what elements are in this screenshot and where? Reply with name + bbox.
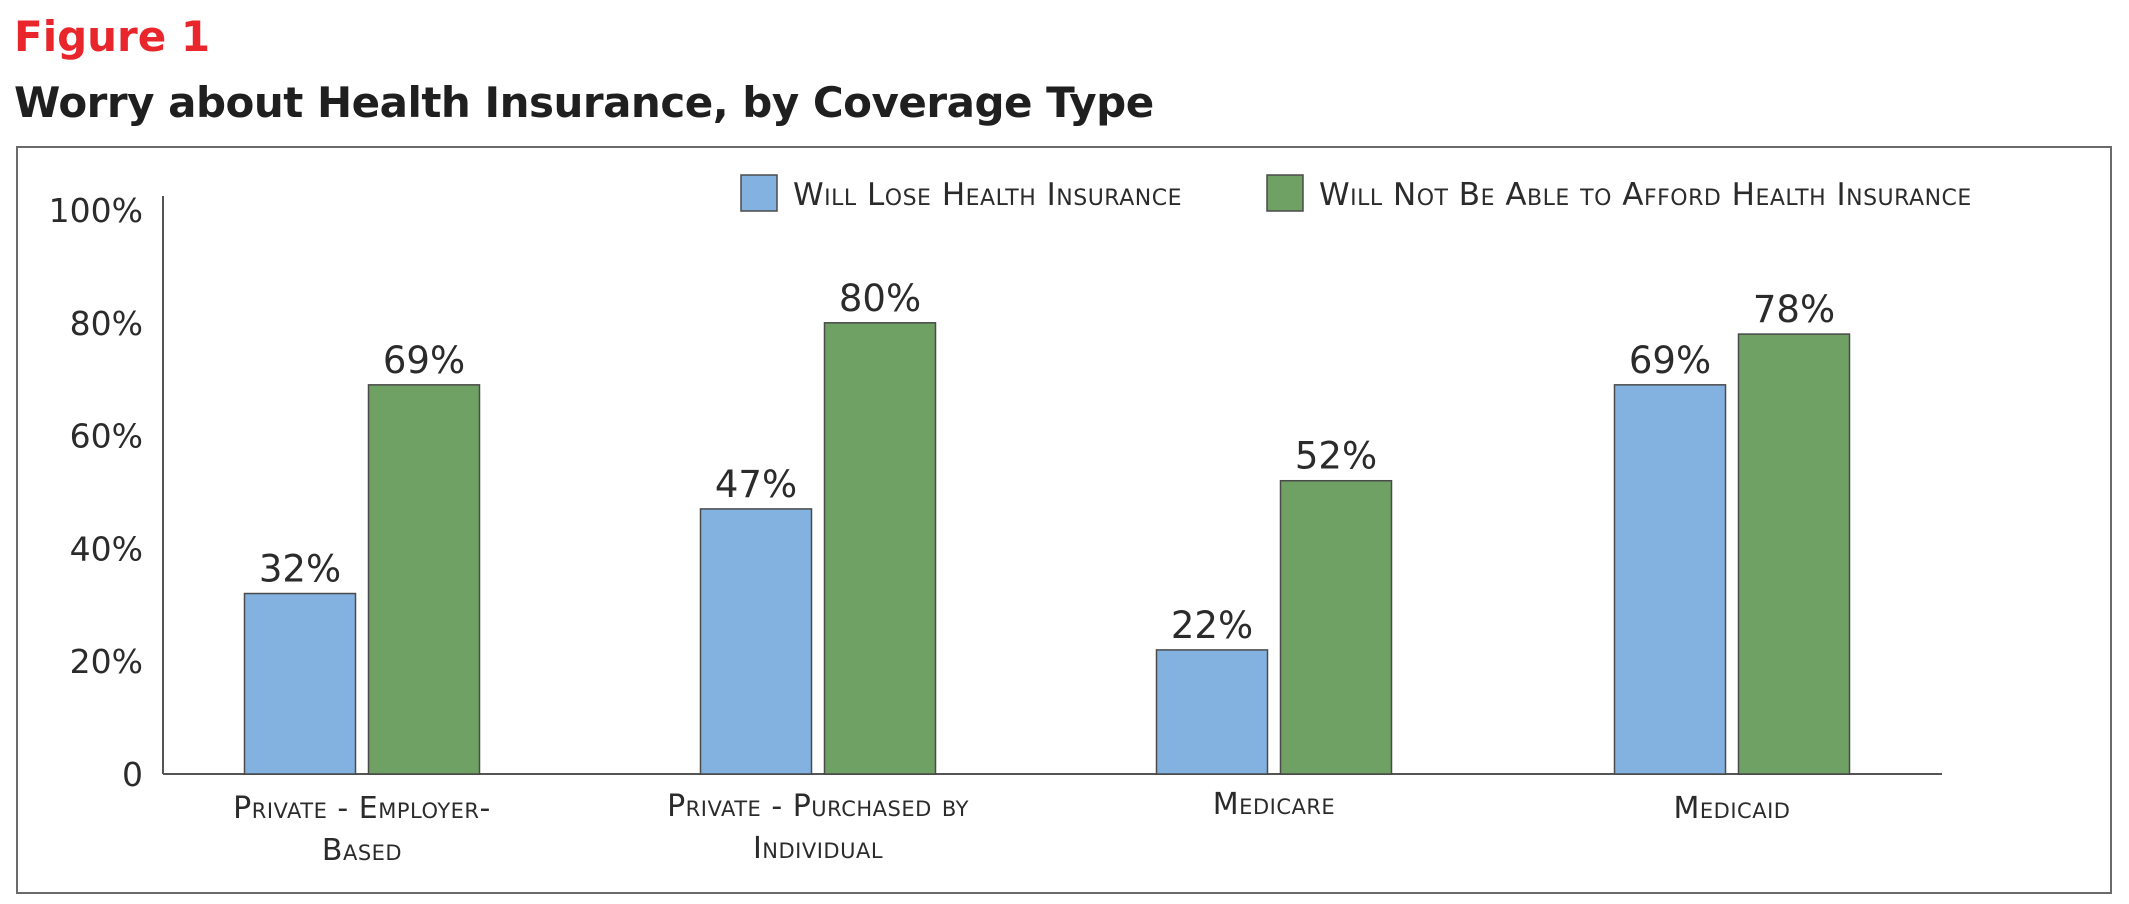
- data-label: 80%: [839, 277, 921, 320]
- data-label: 47%: [715, 463, 797, 506]
- y-tick-label: 0: [122, 755, 143, 794]
- data-label: 78%: [1753, 288, 1835, 331]
- x-category-label: Based: [322, 833, 402, 868]
- legend-swatch: [740, 174, 778, 212]
- y-tick-label: 60%: [70, 417, 143, 456]
- data-label: 32%: [259, 548, 341, 591]
- bar: [243, 592, 357, 775]
- data-label: 22%: [1171, 604, 1253, 647]
- x-category-label: Individual: [753, 831, 883, 866]
- x-category-label: Medicaid: [1674, 791, 1791, 826]
- legend-label: Will Not Be Able to Afford Health Insura…: [1319, 177, 1972, 213]
- bar: [823, 322, 937, 775]
- x-category-label: Private - Purchased by: [667, 789, 969, 824]
- bar: [1155, 649, 1269, 775]
- y-tick-label: 40%: [70, 529, 143, 568]
- legend-swatch: [1266, 174, 1304, 212]
- bar: [1279, 479, 1393, 775]
- figure-label: Figure 1: [14, 12, 211, 61]
- x-category-label: Private - Employer-: [233, 791, 491, 826]
- legend-label: Will Lose Health Insurance: [793, 177, 1182, 213]
- data-label: 69%: [1629, 339, 1711, 382]
- x-category-label: Medicare: [1213, 787, 1335, 822]
- figure-title: Worry about Health Insurance, by Coverag…: [14, 78, 1154, 127]
- y-tick-label: 100%: [49, 191, 143, 230]
- bar: [1737, 333, 1851, 775]
- y-tick-label: 80%: [70, 304, 143, 343]
- data-label: 52%: [1295, 435, 1377, 478]
- bar: [699, 508, 813, 775]
- bar: [367, 384, 481, 775]
- data-label: 69%: [383, 339, 465, 382]
- chart-frame: [16, 146, 2112, 894]
- y-tick-label: 20%: [70, 642, 143, 681]
- bar: [1613, 384, 1727, 775]
